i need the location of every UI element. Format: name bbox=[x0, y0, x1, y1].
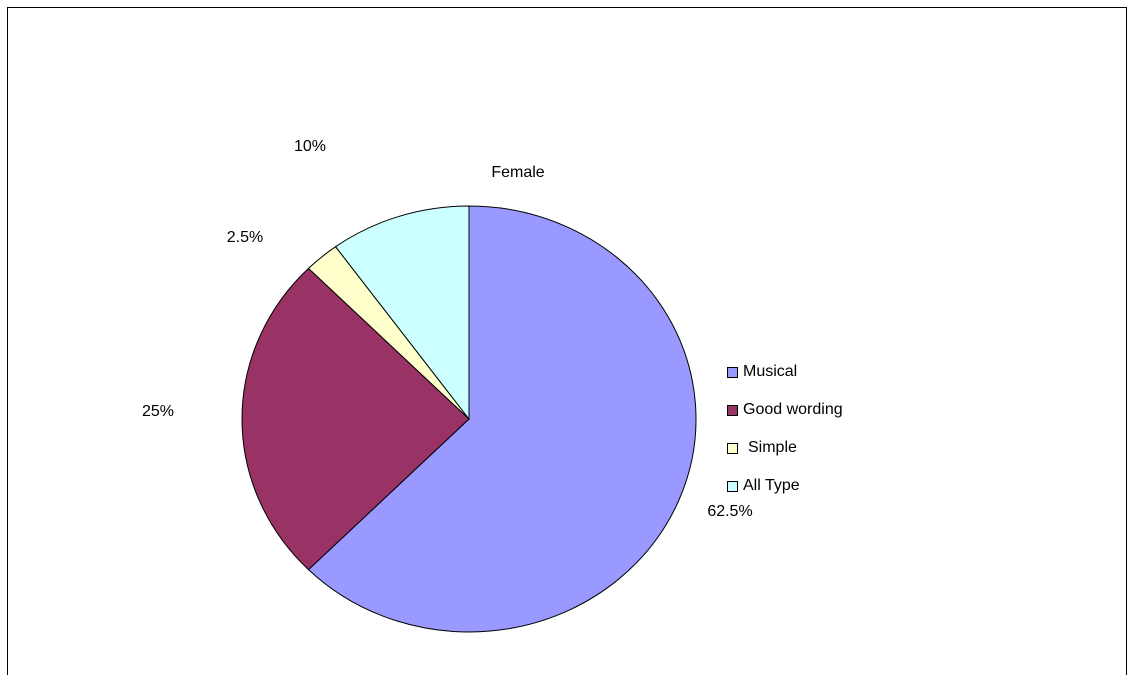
legend-swatch bbox=[727, 480, 738, 492]
data-label-good-wording: 25% bbox=[142, 403, 174, 420]
legend-item-good-wording: Good wording bbox=[727, 400, 843, 420]
legend-label: Simple bbox=[748, 439, 797, 456]
data-label-all-type: 10% bbox=[294, 138, 326, 155]
data-label-simple: 2.5% bbox=[227, 229, 263, 246]
chart-title: Female bbox=[491, 164, 544, 181]
data-label-musical: 62.5% bbox=[707, 503, 752, 520]
pie-slice-musical bbox=[307, 205, 697, 633]
legend-label: Musical bbox=[743, 363, 798, 380]
legend-label: Good wording bbox=[743, 401, 843, 418]
legend-item-musical: Musical bbox=[727, 362, 797, 382]
legend-swatch bbox=[727, 366, 738, 378]
legend-item-all-type: All Type bbox=[727, 476, 800, 496]
pie-slice-good-wording bbox=[241, 267, 470, 571]
legend-label: All Type bbox=[743, 477, 800, 494]
pie-data-labels: 62.5% 25% 2.5% 10% bbox=[142, 138, 753, 520]
legend-item-simple: Simple bbox=[727, 438, 797, 458]
pie-slices bbox=[241, 205, 697, 633]
legend-swatch bbox=[727, 404, 738, 416]
legend-swatch bbox=[727, 442, 738, 454]
pie-slice-all-type bbox=[334, 205, 470, 421]
